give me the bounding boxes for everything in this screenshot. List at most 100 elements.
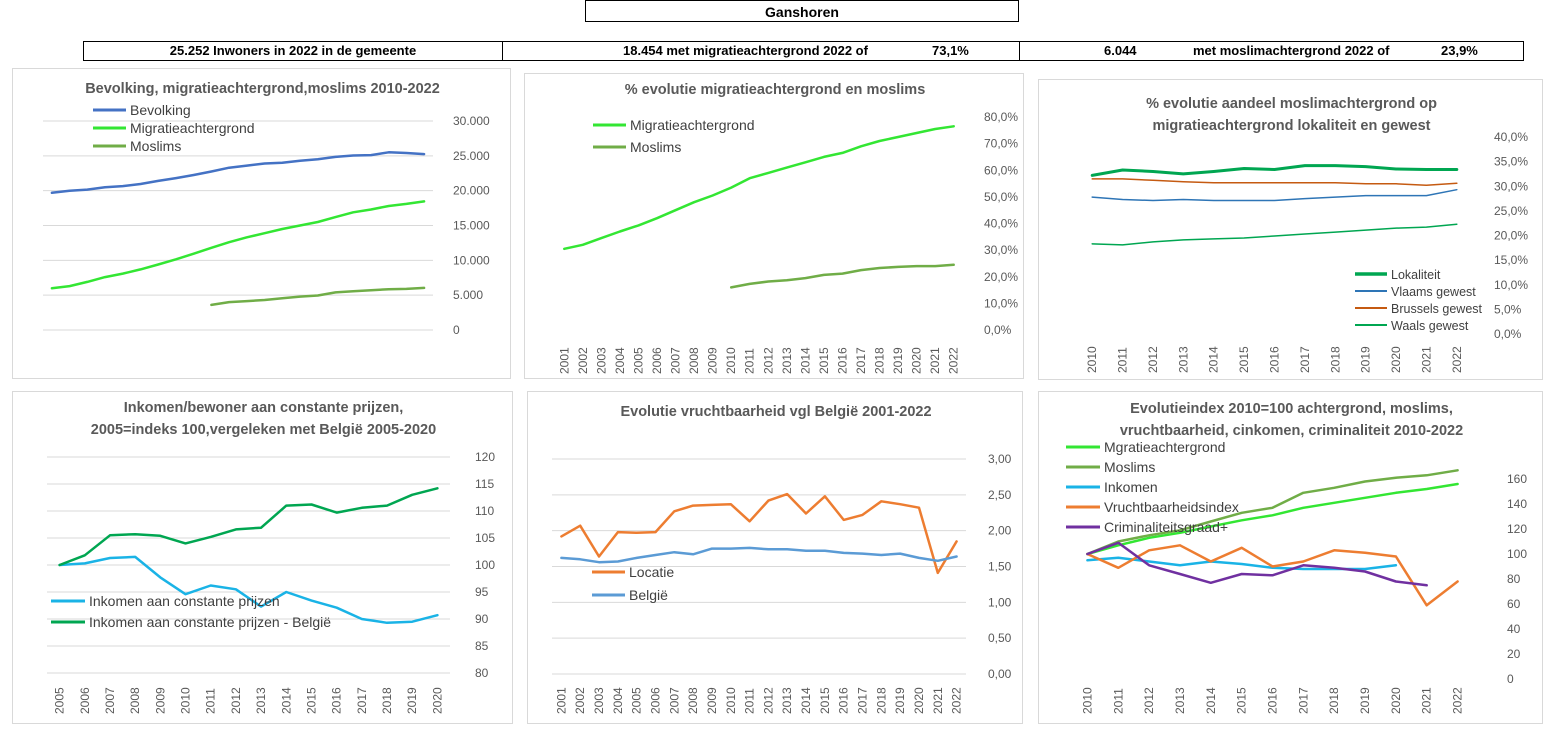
y-tick-label: 10.000 [453,253,490,267]
x-tick-label: 2019 [891,347,905,374]
y-tick-label: 30,0% [984,243,1018,257]
legend-label: Moslims [1104,459,1155,475]
legend-label: België [629,587,668,603]
x-tick-label: 2013 [1176,346,1190,373]
legend-label: Criminaliteitsgraad+ [1104,519,1228,535]
x-tick-label: 2015 [817,347,831,374]
y-tick-label: 120 [1507,522,1527,536]
y-tick-label: 80 [1507,572,1521,586]
x-tick-label: 2010 [179,687,193,714]
x-tick-label: 2021 [1419,346,1433,373]
legend-label: Inkomen [1104,479,1158,495]
x-tick-label: 2010 [724,347,738,374]
x-tick-label: 2017 [355,687,369,714]
x-tick-label: 2020 [1389,346,1403,373]
series-line-bevolking [50,151,426,195]
legend-label: Moslims [630,139,681,155]
y-tick-label: 1,00 [988,595,1012,609]
series-line-moslims [1086,469,1459,556]
x-tick-label: 2017 [854,347,868,374]
y-tick-label: 105 [475,531,495,545]
x-tick-label: 2006 [78,687,92,714]
population-stat: 25.252 Inwoners in 2022 in de gemeente [169,43,417,58]
y-tick-label: 30.000 [453,114,490,128]
y-tick-label: 100 [1507,547,1527,561]
x-tick-label: 2010 [724,687,738,714]
series-line-brussels-gewest [1091,178,1458,187]
x-tick-label: 2020 [430,687,444,714]
x-tick-label: 2022 [1451,687,1465,714]
x-tick-label: 2001 [557,347,571,374]
x-tick-label: 2011 [1111,688,1125,714]
x-tick-label: 2015 [1235,687,1249,714]
y-tick-label: 35,0% [1494,155,1528,169]
y-tick-label: 0,0% [984,323,1012,337]
x-tick-label: 2014 [798,347,812,374]
chart-income: Inkomen/bewoner aan constante prijzen, 20… [12,391,513,724]
x-tick-label: 2019 [405,687,419,714]
muslim-stat-text: met moslimachtergrond 2022 of [1193,43,1390,58]
chart-muslim-share-svg: % evolutie aandeel moslimachtergrond op m… [1085,96,1528,373]
y-tick-label: 0 [453,323,460,337]
series-line-lokaliteit [1090,164,1459,177]
x-tick-label: 2003 [594,347,608,374]
x-tick-label: 2005 [630,687,644,714]
x-tick-label: 2002 [573,687,587,714]
series-line-belgi- [560,546,958,564]
x-tick-label: 2019 [1359,346,1373,373]
y-tick-label: 0,50 [988,631,1012,645]
series-line-vruchtbaarheidsindex [1086,544,1459,607]
y-tick-label: 2,00 [988,524,1012,538]
legend-label: Moslims [130,138,181,154]
x-tick-label: 2013 [254,687,268,714]
x-tick-label: 2016 [837,687,851,714]
chart-title: Evolutie vruchtbaarheid vgl België 2001-… [620,404,931,420]
y-tick-label: 10,0% [1494,278,1528,292]
x-tick-label: 2015 [818,687,832,714]
x-tick-label: 2017 [1296,687,1310,714]
y-tick-label: 100 [475,558,495,572]
y-tick-label: 60,0% [984,163,1018,177]
x-tick-label: 2022 [947,347,961,374]
x-tick-label: 2001 [554,687,568,714]
legend-label: Bevolking [130,102,191,118]
x-tick-label: 2021 [931,687,945,714]
x-tick-label: 2020 [912,687,926,714]
x-tick-label: 2020 [910,347,924,374]
x-tick-label: 2019 [893,687,907,714]
x-tick-label: 2012 [1142,687,1156,714]
chart-title: vruchtbaarheid, cinkomen, criminaliteit … [1120,423,1463,439]
x-tick-label: 2018 [380,687,394,714]
series-line-criminaliteitsgraad- [1086,541,1428,587]
y-tick-label: 0 [1507,672,1514,686]
y-tick-label: 50,0% [984,190,1018,204]
x-tick-label: 2018 [874,687,888,714]
series-line-mgratieachtergrond [1086,482,1459,556]
chart-fertility-svg: Evolutie vruchtbaarheid vgl België 2001-… [552,404,1012,714]
y-tick-label: 25,0% [1494,204,1528,218]
x-tick-label: 2012 [229,687,243,714]
y-tick-label: 90 [475,612,489,626]
y-tick-label: 40,0% [984,217,1018,231]
x-tick-label: 2007 [669,347,683,374]
y-tick-label: 0,0% [1494,327,1522,341]
chart-population-svg: Bevolking, migratieachtergrond,moslims 2… [43,81,490,337]
x-tick-label: 2011 [204,688,218,714]
legend-label: Locatie [629,564,674,580]
y-tick-label: 115 [475,477,494,491]
series-line-inkomen-aan-constante-prijzen-belgi- [58,487,439,567]
y-tick-label: 95 [475,585,489,599]
y-tick-label: 20.000 [453,184,490,198]
x-tick-label: 2014 [279,687,293,714]
chart-title: Inkomen/bewoner aan constante prijzen, [124,400,404,416]
x-tick-label: 2014 [1204,687,1218,714]
x-tick-label: 2008 [686,687,700,714]
y-tick-label: 5,0% [1494,302,1522,316]
x-tick-label: 2002 [576,347,590,374]
chart-muslim-share: % evolutie aandeel moslimachtergrond op m… [1038,79,1543,380]
x-tick-label: 2018 [1328,346,1342,373]
y-tick-label: 140 [1507,497,1527,511]
x-tick-label: 2011 [743,688,757,714]
y-tick-label: 120 [475,450,495,464]
population-stat-box: 25.252 Inwoners in 2022 in de gemeente [83,41,503,61]
